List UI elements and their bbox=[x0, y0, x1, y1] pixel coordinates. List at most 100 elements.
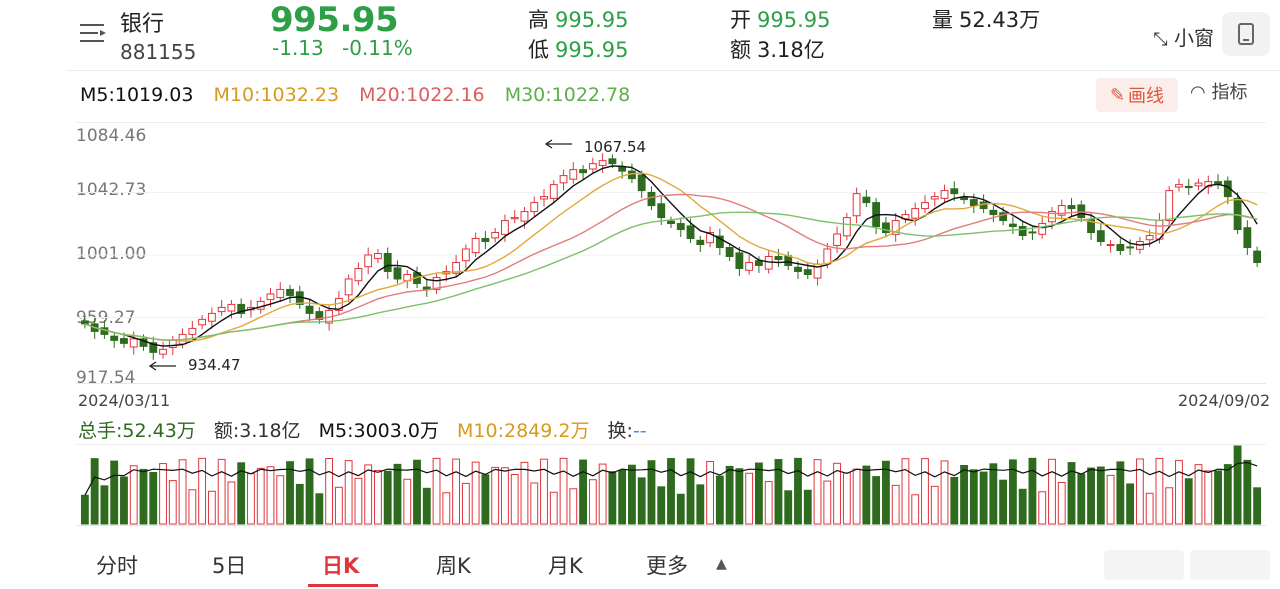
candle bbox=[715, 228, 724, 255]
tab-more[interactable]: 更多 bbox=[646, 554, 688, 578]
candle bbox=[276, 281, 285, 303]
volume-bar bbox=[628, 464, 636, 525]
volume-bar bbox=[559, 457, 568, 525]
volume-bar bbox=[1057, 481, 1066, 525]
candle bbox=[559, 169, 568, 191]
tab-5day[interactable]: 5日 bbox=[212, 554, 247, 578]
high-label: 高 bbox=[528, 8, 549, 32]
small-window-button[interactable]: ⤡ 小窗 bbox=[1153, 22, 1214, 51]
candle bbox=[315, 307, 324, 324]
candle bbox=[676, 217, 685, 238]
volume-quote: 量 52.43万 bbox=[932, 4, 1040, 34]
volume-bar bbox=[100, 485, 109, 525]
candle bbox=[1253, 246, 1262, 267]
candle bbox=[1194, 178, 1203, 191]
volume-bar bbox=[178, 459, 187, 525]
menu-icon[interactable] bbox=[80, 22, 108, 44]
low-arrow bbox=[148, 361, 176, 371]
volume-bar bbox=[168, 480, 177, 525]
volume-bar bbox=[1233, 445, 1242, 525]
volume-bar bbox=[725, 465, 734, 525]
volume-bar bbox=[120, 476, 128, 525]
landscape-toggle-button[interactable] bbox=[1222, 12, 1270, 56]
volume-bar bbox=[207, 490, 216, 525]
volume-bar bbox=[1008, 459, 1017, 525]
volume-bar bbox=[794, 457, 802, 525]
candle bbox=[1165, 186, 1174, 229]
price-tick-1: 1084.46 bbox=[76, 126, 147, 146]
indicator-button[interactable]: ◠ 指标 bbox=[1190, 78, 1247, 104]
tab-weekly-k[interactable]: 周K bbox=[436, 554, 471, 578]
volume-bar bbox=[774, 459, 783, 525]
volume-bar bbox=[295, 483, 304, 525]
price-tick-5: 917.54 bbox=[76, 368, 136, 388]
caret-up-icon[interactable]: ▲ bbox=[716, 556, 727, 572]
candle bbox=[901, 210, 910, 224]
candle bbox=[364, 247, 373, 275]
candle bbox=[569, 162, 578, 184]
tab-daily-k[interactable]: 日K bbox=[322, 554, 360, 578]
ma5-line bbox=[84, 165, 1258, 347]
volume-bar bbox=[754, 462, 763, 525]
volume-bar bbox=[588, 479, 597, 525]
candle bbox=[1057, 199, 1066, 220]
candle bbox=[960, 192, 968, 205]
volume-bar bbox=[1038, 491, 1047, 525]
indicator-icon: ◠ bbox=[1190, 82, 1206, 103]
volume-bar bbox=[227, 481, 236, 525]
volume-bar bbox=[266, 466, 275, 525]
volume-bar bbox=[442, 492, 451, 525]
volume-bar bbox=[745, 472, 754, 525]
candle bbox=[149, 336, 158, 360]
candle bbox=[637, 170, 646, 199]
volume-bar bbox=[364, 464, 373, 525]
draw-line-label: 画线 bbox=[1128, 86, 1165, 107]
start-date: 2024/03/11 bbox=[78, 391, 171, 410]
ma20-value: M20:1022.16 bbox=[359, 84, 485, 106]
volume-bar bbox=[1135, 458, 1144, 525]
turnover-label: 换: bbox=[607, 420, 633, 442]
candle bbox=[403, 269, 412, 289]
volume-bar bbox=[999, 479, 1008, 525]
amount-label: 额 bbox=[730, 38, 751, 62]
volume-bar bbox=[989, 463, 998, 525]
kline-chart-frame[interactable] bbox=[76, 122, 1266, 384]
candle bbox=[540, 189, 548, 207]
open-quote: 开 995.95 bbox=[730, 4, 830, 34]
ma5-value: M5:1019.03 bbox=[80, 84, 194, 106]
candle bbox=[1096, 223, 1105, 247]
candle bbox=[1126, 239, 1135, 255]
tab-monthly-k[interactable]: 月K bbox=[548, 554, 583, 578]
volume-ma5-line bbox=[84, 461, 1258, 496]
volume-bar bbox=[159, 463, 167, 525]
candle bbox=[80, 316, 89, 329]
volume-bar bbox=[110, 460, 119, 525]
draw-line-button[interactable]: ✎ 画线 bbox=[1096, 78, 1178, 112]
candle bbox=[110, 331, 119, 348]
amount-value: 3.18亿 bbox=[757, 38, 825, 62]
volume-bar bbox=[217, 458, 226, 525]
candle bbox=[1243, 220, 1252, 255]
candle bbox=[1175, 178, 1183, 192]
volume-chart-frame[interactable] bbox=[76, 444, 1266, 526]
volume-bar bbox=[862, 465, 871, 525]
ma10-value: M10:1032.23 bbox=[213, 84, 340, 106]
candle bbox=[510, 210, 519, 224]
candle bbox=[1106, 240, 1115, 253]
ma10-line bbox=[84, 172, 1258, 342]
candle bbox=[784, 251, 793, 270]
right-action-1[interactable] bbox=[1104, 550, 1184, 580]
volume-bar bbox=[637, 477, 646, 525]
volume-bar bbox=[881, 460, 890, 525]
volume-bar bbox=[491, 466, 500, 525]
shrink-icon: ⤡ bbox=[1153, 29, 1168, 50]
volume-bar bbox=[686, 458, 695, 525]
tab-intraday[interactable]: 分时 bbox=[96, 554, 138, 578]
volume-bar bbox=[354, 477, 363, 525]
candle bbox=[745, 255, 754, 275]
end-date: 2024/09/02 bbox=[1178, 391, 1271, 410]
volume-bar bbox=[139, 468, 148, 525]
high-annotation: 1067.54 bbox=[584, 138, 647, 156]
volume-bar bbox=[422, 487, 431, 525]
right-action-2[interactable] bbox=[1190, 550, 1270, 580]
